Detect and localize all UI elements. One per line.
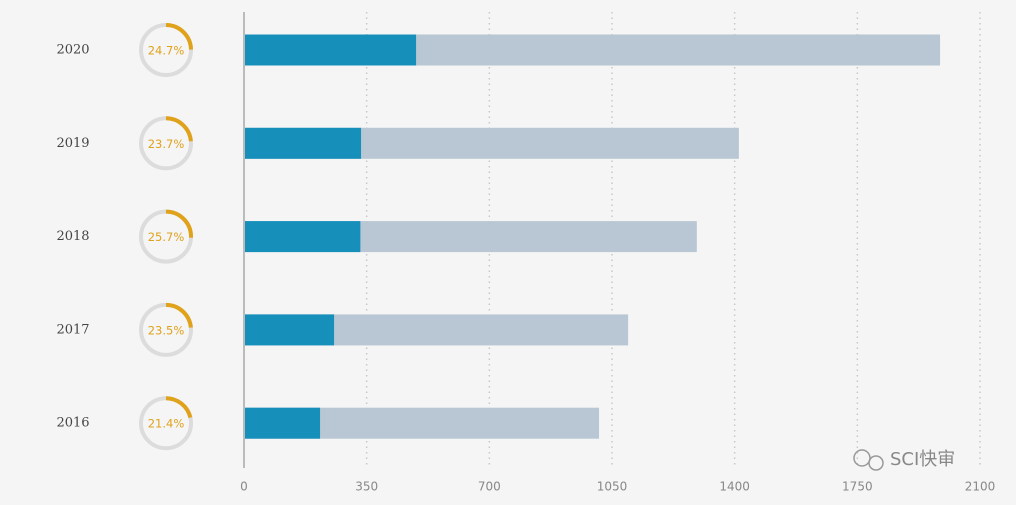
x-tick-label: 1050 [597,480,628,494]
x-tick-label: 700 [478,480,501,494]
bar [244,221,361,253]
watermark: SCI快审 [890,449,955,470]
data-label: 21.4% [148,417,185,431]
donut-arc [165,396,193,419]
donut-arc [165,302,193,328]
x-tick-label: 1400 [719,480,750,494]
bar [244,407,321,439]
x-tick-label: 0 [240,480,248,494]
x-tick-label: 2100 [965,480,996,494]
watermark-icon [868,455,884,471]
x-tick-label: 350 [355,480,378,494]
bar [244,314,335,346]
y-tick-label: 2019 [56,136,89,151]
data-label: 23.7% [148,137,185,151]
donut-arc [165,116,193,142]
y-tick-label: 2020 [56,43,89,58]
bar [244,34,417,66]
x-tick-label: 1750 [842,480,873,494]
data-label: 25.7% [148,230,185,244]
y-tick-label: 2016 [56,416,89,431]
donut-arc [165,209,193,238]
y-tick-label: 2018 [56,229,89,244]
data-label: 24.7% [148,44,185,58]
bar [244,127,362,159]
watermark-icon [853,449,871,467]
donut-arc [165,23,193,50]
y-tick-label: 2017 [56,322,89,337]
data-label: 23.5% [148,323,185,337]
